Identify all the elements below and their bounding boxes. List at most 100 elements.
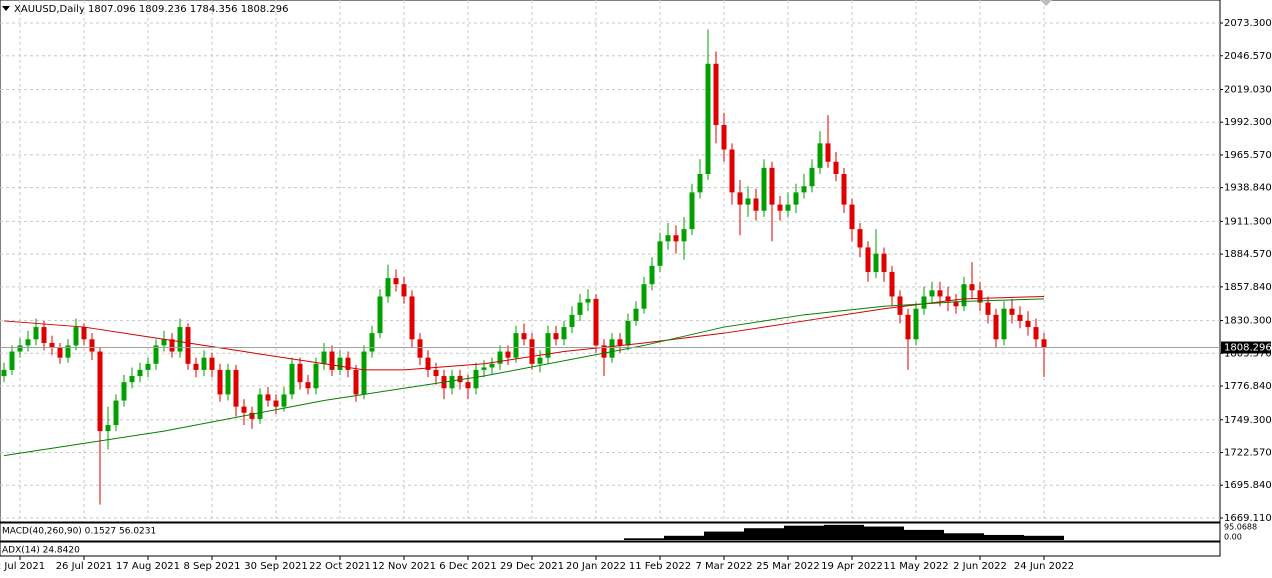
last-price-label: 1808.296	[1224, 343, 1272, 354]
macd-bar	[864, 526, 904, 540]
macd-bar	[664, 535, 704, 540]
macd-bar	[624, 538, 664, 540]
candle-body	[929, 290, 935, 297]
candle-body	[529, 339, 535, 364]
last-price-box	[1221, 341, 1271, 354]
candle-body	[25, 339, 31, 346]
candle-body	[33, 327, 39, 340]
candle-body	[865, 247, 871, 272]
y-tick-label: 2073.300	[1224, 18, 1272, 29]
candle-body	[737, 192, 743, 205]
candle-body	[601, 345, 607, 358]
candle-body	[1, 369, 7, 377]
candle-body	[665, 235, 671, 242]
candle-body	[793, 192, 799, 205]
macd-bar	[984, 534, 1024, 540]
y-tick-label: 1830.300	[1224, 316, 1272, 327]
candle-body	[537, 357, 543, 364]
menu-arrow	[2, 6, 10, 11]
candle-body	[513, 333, 519, 358]
candle-body	[313, 363, 319, 389]
candle-body	[353, 369, 359, 395]
candle-body	[65, 345, 71, 358]
x-tick-label: 29 Dec 2021	[500, 561, 564, 572]
candle-body	[905, 314, 911, 340]
candle-body	[977, 290, 983, 303]
candle-body	[489, 363, 495, 368]
candle-body	[57, 347, 63, 358]
candle-body	[393, 278, 399, 285]
x-tick-label: 6 Dec 2021	[439, 561, 497, 572]
candle-body	[569, 314, 575, 328]
candle-body	[457, 376, 463, 383]
candle-body	[401, 284, 407, 297]
candle-body	[289, 363, 295, 395]
candle-body	[969, 284, 975, 291]
y-tick-label: 2019.030	[1224, 84, 1272, 95]
adx-panel	[0, 541, 1221, 557]
candle-body	[913, 308, 919, 340]
macd-bar	[744, 528, 784, 540]
y-tick-label: 1749.300	[1224, 415, 1272, 426]
candle-body	[249, 412, 255, 419]
candle-body	[553, 333, 559, 340]
candle-body	[1025, 320, 1031, 328]
candle-body	[161, 339, 167, 346]
y-tick-label: 1695.840	[1224, 480, 1272, 491]
y-tick-label: 1965.570	[1224, 150, 1272, 161]
candle-body	[617, 339, 623, 346]
candle-body	[761, 167, 767, 211]
y-tick-label: 1884.570	[1224, 249, 1272, 260]
macd-tick-label: 0.00	[1224, 533, 1242, 542]
candle-body	[705, 63, 711, 175]
x-tick-label: 2 Jul 2021	[0, 561, 45, 572]
candle-body	[953, 301, 959, 307]
candle-body	[369, 333, 375, 352]
candle-body	[593, 298, 599, 346]
candle-body	[889, 271, 895, 297]
candle-body	[521, 333, 527, 340]
candle-body	[881, 253, 887, 272]
moving-average	[3, 298, 1045, 457]
candle-body	[113, 400, 119, 426]
candle-body	[281, 394, 287, 407]
x-tick-label: 2 Jun 2022	[953, 561, 1007, 572]
candle-body	[1033, 327, 1039, 340]
candle-body	[1001, 308, 1007, 340]
candle-body	[345, 357, 351, 370]
candle-body	[745, 198, 751, 205]
candle-body	[1009, 308, 1015, 315]
candle-body	[201, 357, 207, 370]
candle-body	[129, 376, 135, 383]
candle-body	[473, 369, 479, 389]
indicator-label: MACD(40,260,90) 0.1527 56.0231	[2, 527, 156, 537]
candle-body	[785, 204, 791, 211]
y-tick-label: 1938.840	[1224, 183, 1272, 194]
candle-body	[985, 302, 991, 315]
candle-body	[153, 345, 159, 364]
candle-body	[329, 351, 335, 370]
candle-body	[17, 345, 23, 352]
candle-body	[209, 357, 215, 370]
candle-body	[673, 235, 679, 242]
chart-title: XAUUSD,Daily 1807.096 1809.236 1784.356 …	[14, 4, 288, 15]
macd-bar	[824, 524, 864, 540]
macd-bar	[944, 533, 984, 540]
y-tick-label: 1992.300	[1224, 117, 1272, 128]
x-tick-label: 17 Aug 2021	[116, 561, 180, 572]
candle-body	[825, 143, 831, 162]
candle-body	[337, 357, 343, 370]
candle-body	[273, 400, 279, 407]
candle-body	[233, 369, 239, 407]
candle-body	[849, 204, 855, 230]
candle-body	[641, 284, 647, 309]
x-tick-label: 22 Oct 2021	[309, 561, 371, 572]
x-tick-label: 24 Jun 2022	[1014, 561, 1074, 572]
x-tick-label: 25 Mar 2022	[756, 561, 819, 572]
candle-body	[217, 369, 223, 395]
y-tick-label: 1722.570	[1224, 447, 1272, 458]
candle-body	[801, 186, 807, 193]
y-tick-label: 2046.570	[1224, 51, 1272, 62]
